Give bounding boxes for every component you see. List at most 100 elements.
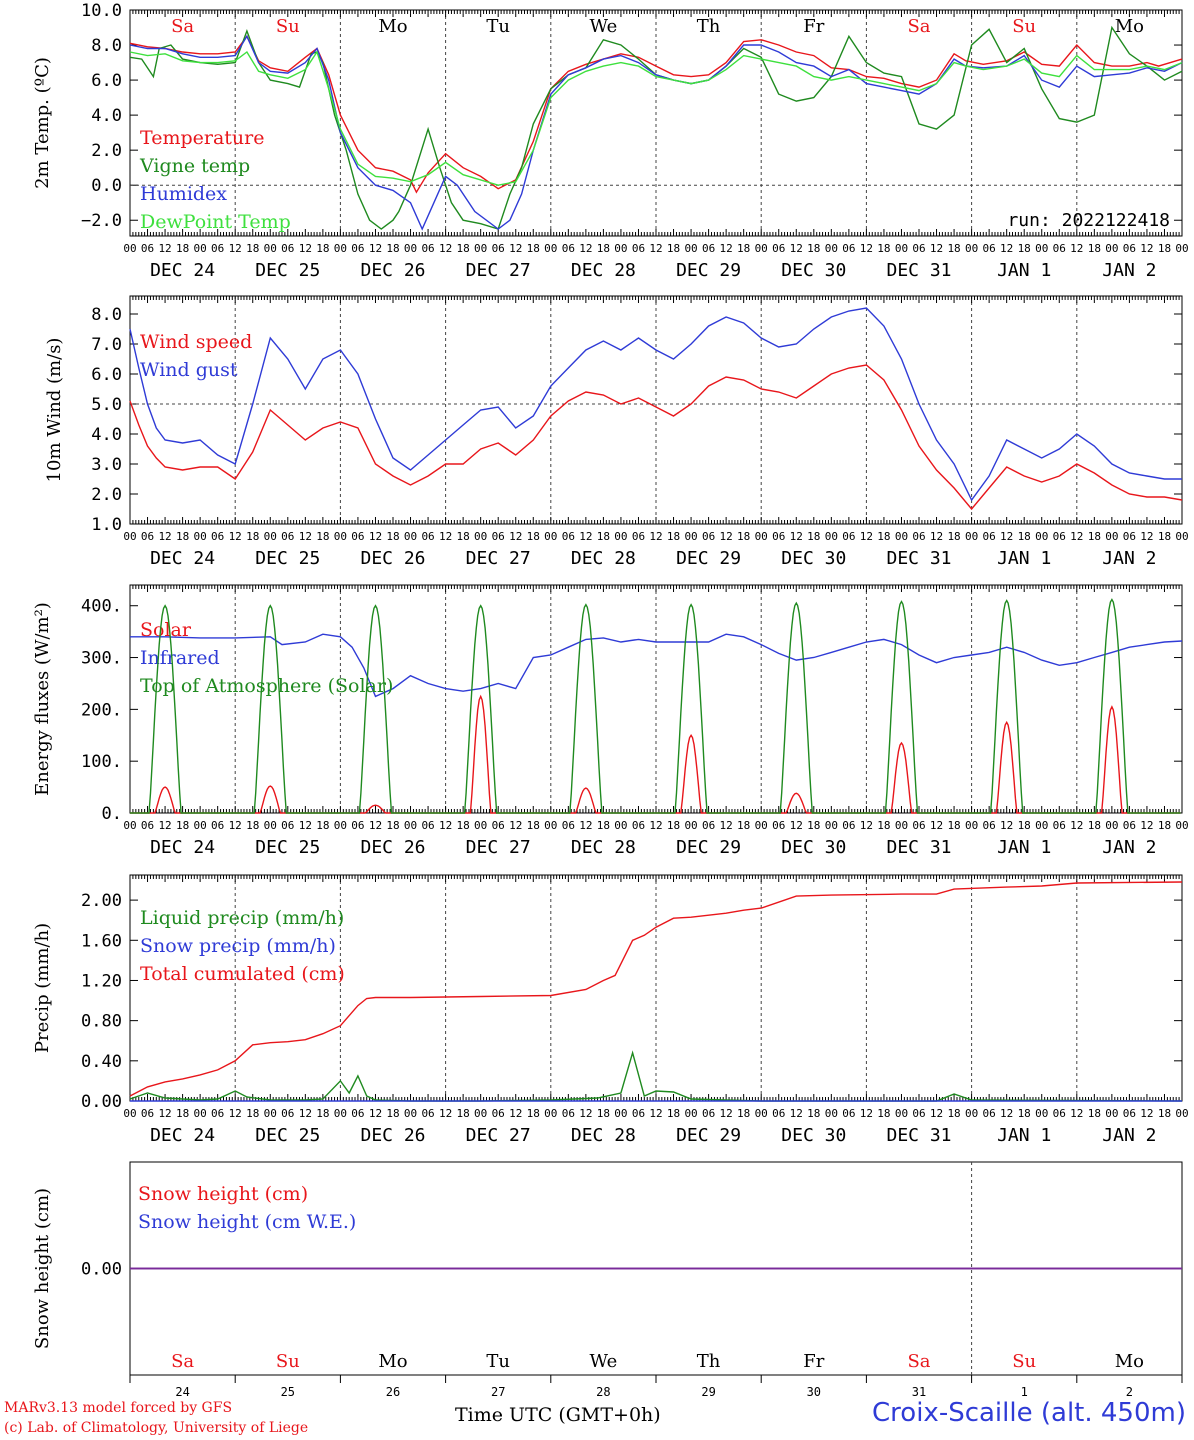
hour-tick-label: 18 — [1158, 530, 1171, 543]
hour-tick-label: 12 — [720, 530, 733, 543]
hour-tick-label: 06 — [141, 530, 154, 543]
weekday-label: Su — [1012, 1351, 1036, 1372]
hour-tick-label: 18 — [877, 819, 890, 832]
day-number-label: 29 — [701, 1385, 715, 1399]
day-of-week-label: Su — [276, 16, 300, 37]
hour-tick-label: 00 — [1175, 819, 1188, 832]
hour-tick-label: 00 — [544, 530, 557, 543]
hour-tick-label: 12 — [439, 819, 452, 832]
day-of-week-label: Sa — [171, 16, 194, 37]
hour-tick-label: 18 — [386, 242, 399, 255]
weekday-label: We — [590, 1351, 618, 1372]
hour-tick-label: 06 — [421, 1107, 434, 1120]
date-label: DEC 31 — [886, 1125, 951, 1146]
hour-tick-label: 18 — [947, 530, 960, 543]
day-number-label: 28 — [596, 1385, 610, 1399]
hour-tick-label: 12 — [649, 819, 662, 832]
hour-tick-label: 12 — [1000, 819, 1013, 832]
legend-entry: Infrared — [140, 647, 220, 669]
hour-tick-label: 12 — [930, 530, 943, 543]
hour-tick-label: 12 — [860, 819, 873, 832]
hour-tick-label: 12 — [229, 819, 242, 832]
hour-tick-label: 06 — [281, 530, 294, 543]
hour-tick-label: 00 — [755, 1107, 768, 1120]
hour-tick-label: 00 — [404, 1107, 417, 1120]
hour-tick-label: 18 — [176, 530, 189, 543]
hour-tick-label: 06 — [141, 1107, 154, 1120]
date-label: DEC 24 — [150, 548, 215, 569]
hour-tick-label: 00 — [404, 530, 417, 543]
hour-tick-label: 18 — [1018, 530, 1031, 543]
panel-2: 00 06 12 18 00 06 12 18 00 06 12 18 00 06 12 18 00 06 12 18… — [44, 295, 1189, 569]
hour-tick-label: 00 — [194, 1107, 207, 1120]
y-tick-label: 3.0 — [91, 455, 122, 475]
hour-tick-label: 00 — [123, 819, 136, 832]
weekday-label: Sa — [171, 1351, 194, 1372]
date-label: DEC 31 — [886, 260, 951, 281]
day-number-label: 31 — [912, 1385, 926, 1399]
hour-tick-label: 12 — [158, 1107, 171, 1120]
date-label: DEC 28 — [571, 548, 636, 569]
date-label: DEC 28 — [571, 1125, 636, 1146]
hour-tick-label: 18 — [807, 819, 820, 832]
hour-tick-label: 12 — [649, 242, 662, 255]
hour-tick-label: 18 — [1158, 242, 1171, 255]
hour-tick-label: 06 — [772, 242, 785, 255]
hour-tick-label: 12 — [790, 242, 803, 255]
hour-tick-label: 18 — [316, 1107, 329, 1120]
hour-tick-label: 00 — [334, 1107, 347, 1120]
hour-tick-label: 18 — [807, 530, 820, 543]
hour-tick-label: 12 — [229, 1107, 242, 1120]
hour-tick-label: 18 — [176, 1107, 189, 1120]
hour-tick-label: 18 — [316, 819, 329, 832]
hour-tick-label: 18 — [1018, 819, 1031, 832]
hour-tick-label: 00 — [1035, 819, 1048, 832]
hour-tick-label: 06 — [983, 530, 996, 543]
hour-tick-label: 18 — [316, 530, 329, 543]
hour-tick-label: 12 — [579, 530, 592, 543]
day-number-label: 25 — [281, 1385, 295, 1399]
hour-tick-label: 06 — [562, 1107, 575, 1120]
y-axis-label: Energy fluxes (W/m²) — [32, 602, 53, 796]
hour-tick-label: 00 — [474, 1107, 487, 1120]
panel-3: 00 06 12 18 00 06 12 18 00 06 12 18 00 06 12 18 00 06 12 18… — [32, 584, 1189, 858]
date-label: DEC 28 — [571, 837, 636, 858]
hour-tick-label: 18 — [947, 1107, 960, 1120]
copyright-credit: (c) Lab. of Climatology, University of L… — [4, 1420, 309, 1436]
weekday-label: Mo — [1115, 1351, 1144, 1372]
series-line-solar — [130, 694, 1181, 814]
y-axis-label: 10m Wind (m/s) — [44, 338, 65, 483]
hour-tick-label: 12 — [649, 1107, 662, 1120]
hour-tick-label: 12 — [369, 1107, 382, 1120]
date-label: DEC 27 — [466, 260, 531, 281]
hour-tick-label: 00 — [965, 530, 978, 543]
hour-tick-label: 06 — [702, 242, 715, 255]
hour-tick-label: 18 — [807, 242, 820, 255]
weekday-label: Sa — [907, 1351, 930, 1372]
hour-tick-label: 06 — [702, 1107, 715, 1120]
legend-entry: Snow precip (mm/h) — [140, 935, 336, 957]
y-tick-label: 200. — [81, 700, 122, 720]
hour-tick-label: 06 — [1123, 1107, 1136, 1120]
hour-tick-label: 12 — [579, 242, 592, 255]
day-number-label: 2 — [1126, 1385, 1133, 1399]
hour-tick-label: 06 — [772, 530, 785, 543]
hour-tick-label: 12 — [229, 530, 242, 543]
hour-tick-label: 18 — [386, 1107, 399, 1120]
hour-tick-label: 06 — [562, 530, 575, 543]
series-line-top-of-atmosphere-solar- — [130, 598, 1181, 814]
hour-tick-label: 12 — [439, 242, 452, 255]
y-tick-label: 2.0 — [91, 485, 122, 505]
day-of-week-label: Sa — [907, 16, 930, 37]
y-tick-label: 6.0 — [91, 71, 122, 91]
hour-tick-label: 18 — [246, 1107, 259, 1120]
hour-tick-label: 12 — [158, 530, 171, 543]
legend-entry: Temperature — [140, 127, 264, 149]
hour-tick-label: 00 — [264, 1107, 277, 1120]
y-axis-label: 2m Temp. (ºC) — [32, 57, 53, 189]
hour-tick-label: 06 — [912, 242, 925, 255]
hour-tick-label: 00 — [1105, 819, 1118, 832]
hour-tick-label: 00 — [1105, 1107, 1118, 1120]
hour-tick-label: 00 — [474, 242, 487, 255]
